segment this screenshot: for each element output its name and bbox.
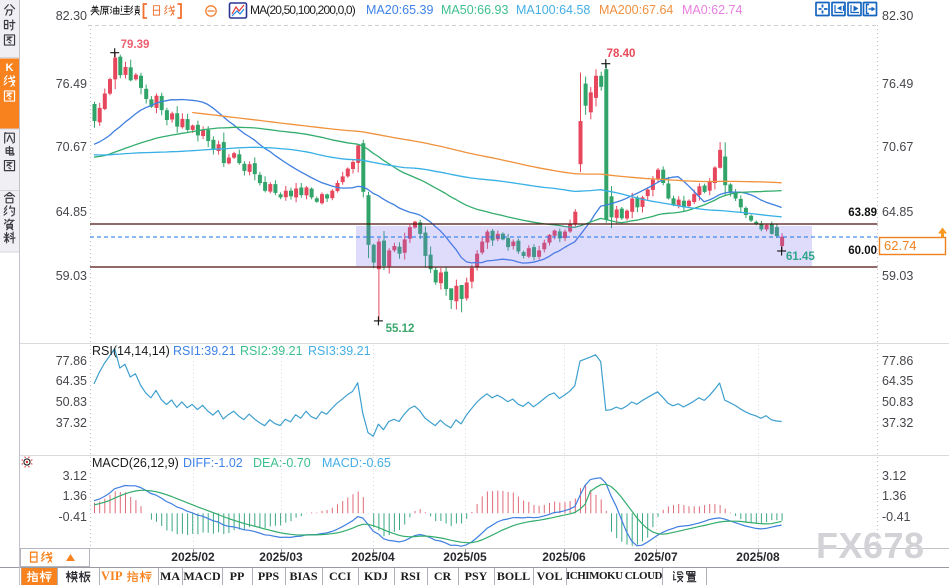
svg-text:K: K <box>6 62 14 74</box>
